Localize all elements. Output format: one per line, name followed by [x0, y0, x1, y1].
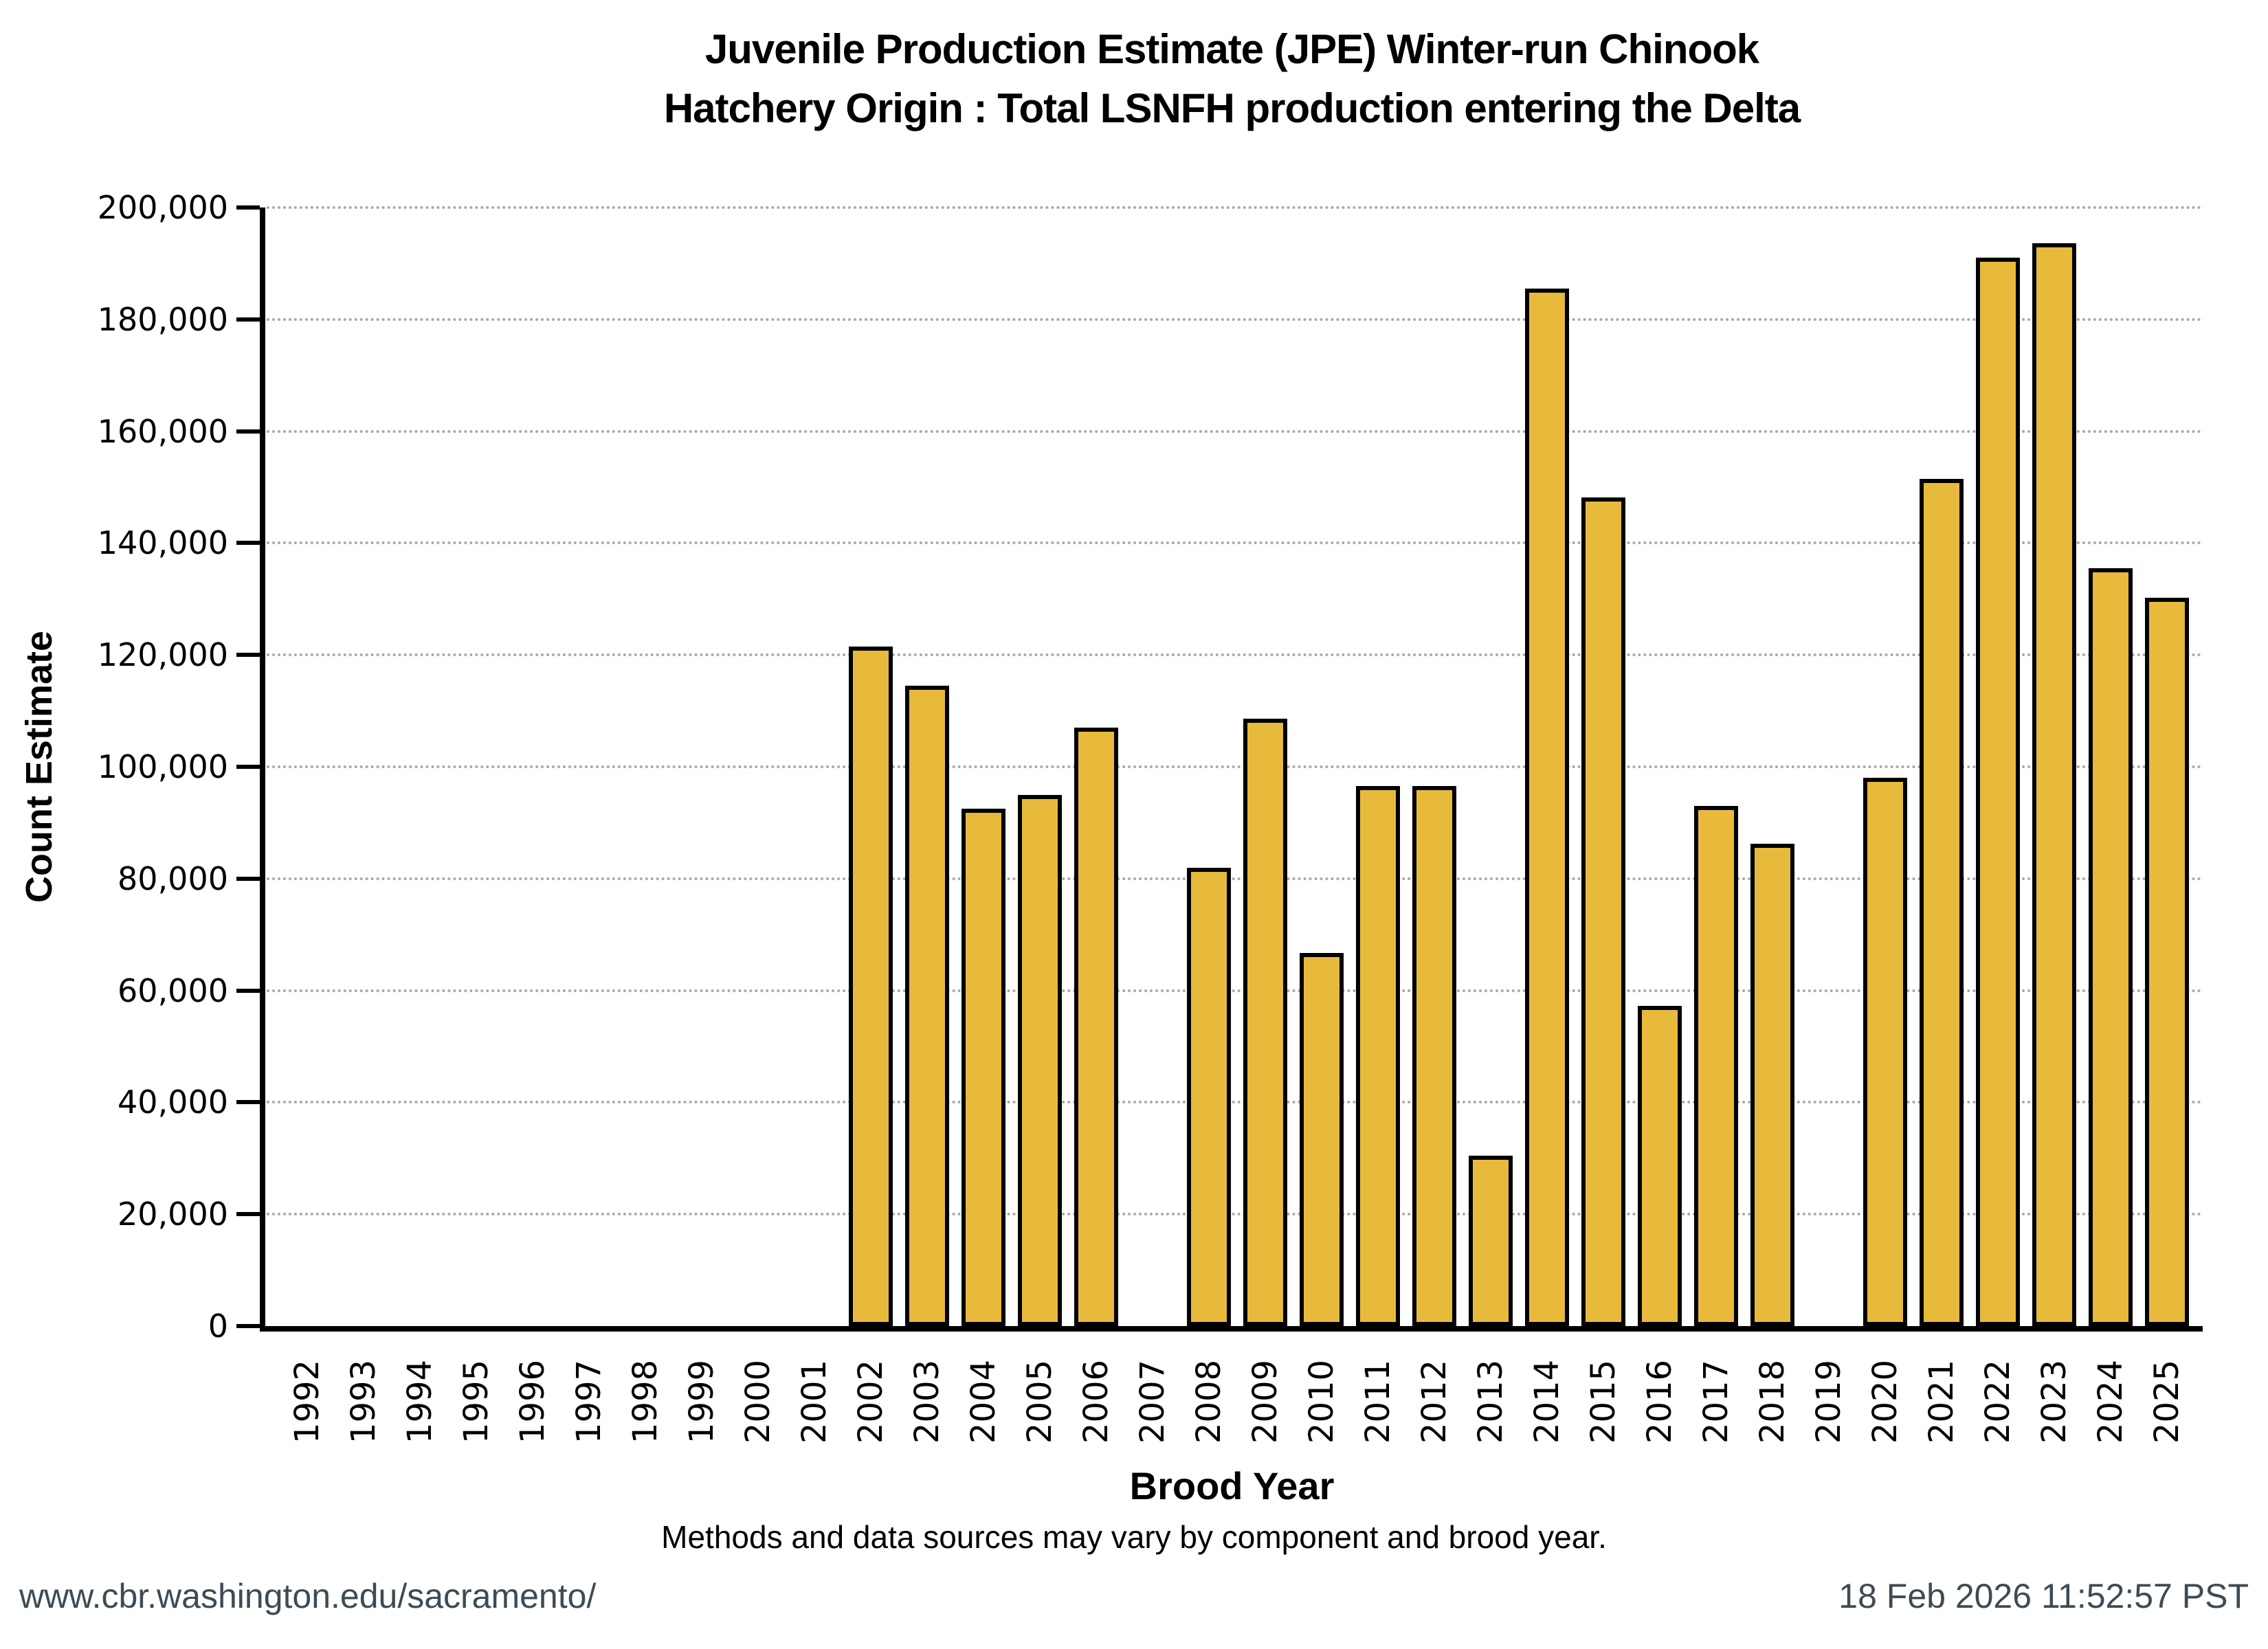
x-tick-label-1997: 1997	[570, 1359, 608, 1444]
x-tick-label-2011: 2011	[1359, 1359, 1397, 1444]
gridline-140000	[267, 541, 2203, 544]
x-tick-label-1996: 1996	[513, 1359, 552, 1444]
y-tick-label: 80,000	[118, 860, 228, 897]
x-tick-label-1992: 1992	[288, 1359, 326, 1444]
bar-2014	[1525, 289, 1569, 1326]
x-tick-label-2025: 2025	[2148, 1359, 2186, 1444]
x-tick-label-2003: 2003	[908, 1359, 946, 1444]
bar-2021	[1920, 479, 1964, 1326]
x-tick-label-2000: 2000	[739, 1359, 777, 1444]
bar-2023	[2032, 243, 2076, 1326]
bar-2020	[1863, 778, 1907, 1326]
y-tick-label: 60,000	[118, 972, 228, 1009]
x-tick-label-2020: 2020	[1866, 1359, 1904, 1444]
x-tick-label-2006: 2006	[1077, 1359, 1115, 1444]
x-tick-label-1998: 1998	[626, 1359, 665, 1444]
x-tick-label-2019: 2019	[1810, 1359, 1848, 1444]
x-tick-label-2008: 2008	[1190, 1359, 1228, 1444]
footer-url: www.cbr.washington.edu/sacramento/	[19, 1577, 597, 1615]
bar-2003	[905, 686, 949, 1326]
y-tick-mark	[236, 1100, 260, 1104]
y-tick-mark	[236, 877, 260, 881]
footer-timestamp: 18 Feb 2026 11:52:57 PST	[1838, 1577, 2249, 1615]
bar-2013	[1469, 1156, 1513, 1326]
y-tick-mark	[236, 317, 260, 322]
chart-title-line1: Juvenile Production Estimate (JPE) Winte…	[704, 26, 1759, 72]
x-axis-line	[260, 1326, 2203, 1332]
y-tick-mark	[236, 205, 260, 210]
y-tick-label: 120,000	[97, 636, 228, 673]
bar-2004	[961, 809, 1005, 1326]
bar-2006	[1074, 728, 1118, 1326]
x-tick-label-1994: 1994	[401, 1359, 439, 1444]
y-tick-label: 160,000	[97, 413, 228, 450]
y-tick-label: 180,000	[97, 301, 228, 338]
x-tick-label-2007: 2007	[1133, 1359, 1172, 1444]
gridline-180000	[267, 318, 2203, 321]
x-tick-label-2009: 2009	[1246, 1359, 1285, 1444]
y-tick-mark	[236, 541, 260, 545]
gridline-80000	[267, 877, 2203, 880]
x-tick-label-2017: 2017	[1697, 1359, 1735, 1444]
bar-2018	[1750, 844, 1794, 1326]
y-tick-mark	[236, 429, 260, 434]
x-tick-label-2022: 2022	[1979, 1359, 2017, 1444]
y-tick-label: 140,000	[97, 524, 228, 561]
x-tick-label-1995: 1995	[457, 1359, 496, 1444]
gridline-20000	[267, 1213, 2203, 1215]
y-tick-mark	[236, 1324, 260, 1328]
bar-2005	[1018, 795, 1062, 1326]
gridline-200000	[267, 206, 2203, 209]
chart-title-line2: Hatchery Origin : Total LSNFH production…	[663, 85, 1801, 131]
bar-2025	[2145, 598, 2189, 1326]
x-tick-label-2001: 2001	[795, 1359, 834, 1444]
bar-2024	[2089, 568, 2133, 1326]
bar-2010	[1300, 953, 1344, 1326]
y-axis-line	[260, 207, 265, 1332]
x-tick-label-2024: 2024	[2091, 1359, 2130, 1444]
x-tick-label-1999: 1999	[682, 1359, 721, 1444]
bar-2012	[1412, 786, 1456, 1326]
y-tick-mark	[236, 989, 260, 993]
y-tick-label: 0	[208, 1308, 228, 1345]
x-tick-label-2021: 2021	[1922, 1359, 1961, 1444]
y-tick-mark	[236, 653, 260, 657]
x-tick-label-2018: 2018	[1753, 1359, 1792, 1444]
x-tick-label-2015: 2015	[1584, 1359, 1623, 1444]
x-tick-label-2013: 2013	[1471, 1359, 1510, 1444]
x-axis-label: Brood Year	[1129, 1464, 1335, 1507]
gridline-60000	[267, 989, 2203, 992]
chart-note: Methods and data sources may vary by com…	[661, 1519, 1607, 1555]
x-tick-label-2012: 2012	[1415, 1359, 1454, 1444]
y-tick-mark	[236, 765, 260, 769]
x-tick-label-2004: 2004	[964, 1359, 1003, 1444]
bar-2017	[1694, 806, 1738, 1326]
x-tick-label-2016: 2016	[1641, 1359, 1679, 1444]
y-tick-label: 200,000	[97, 189, 228, 226]
bar-2008	[1187, 868, 1231, 1326]
x-tick-label-2023: 2023	[2035, 1359, 2074, 1444]
gridline-100000	[267, 765, 2203, 768]
x-tick-label-2005: 2005	[1021, 1359, 1059, 1444]
y-tick-label: 20,000	[118, 1196, 228, 1233]
x-tick-label-1993: 1993	[344, 1359, 383, 1444]
gridline-160000	[267, 430, 2203, 433]
x-tick-label-2010: 2010	[1302, 1359, 1341, 1444]
bar-2011	[1356, 786, 1400, 1326]
gridline-120000	[267, 653, 2203, 656]
bar-2009	[1243, 719, 1287, 1326]
bar-2015	[1581, 497, 1625, 1326]
bar-2002	[849, 647, 893, 1326]
y-tick-label: 40,000	[118, 1084, 228, 1121]
x-tick-label-2014: 2014	[1528, 1359, 1566, 1444]
y-tick-mark	[236, 1212, 260, 1216]
bar-2016	[1638, 1006, 1682, 1326]
x-tick-label-2002: 2002	[852, 1359, 890, 1444]
gridline-40000	[267, 1101, 2203, 1103]
bar-2022	[1976, 258, 2020, 1326]
y-tick-label: 100,000	[97, 748, 228, 785]
